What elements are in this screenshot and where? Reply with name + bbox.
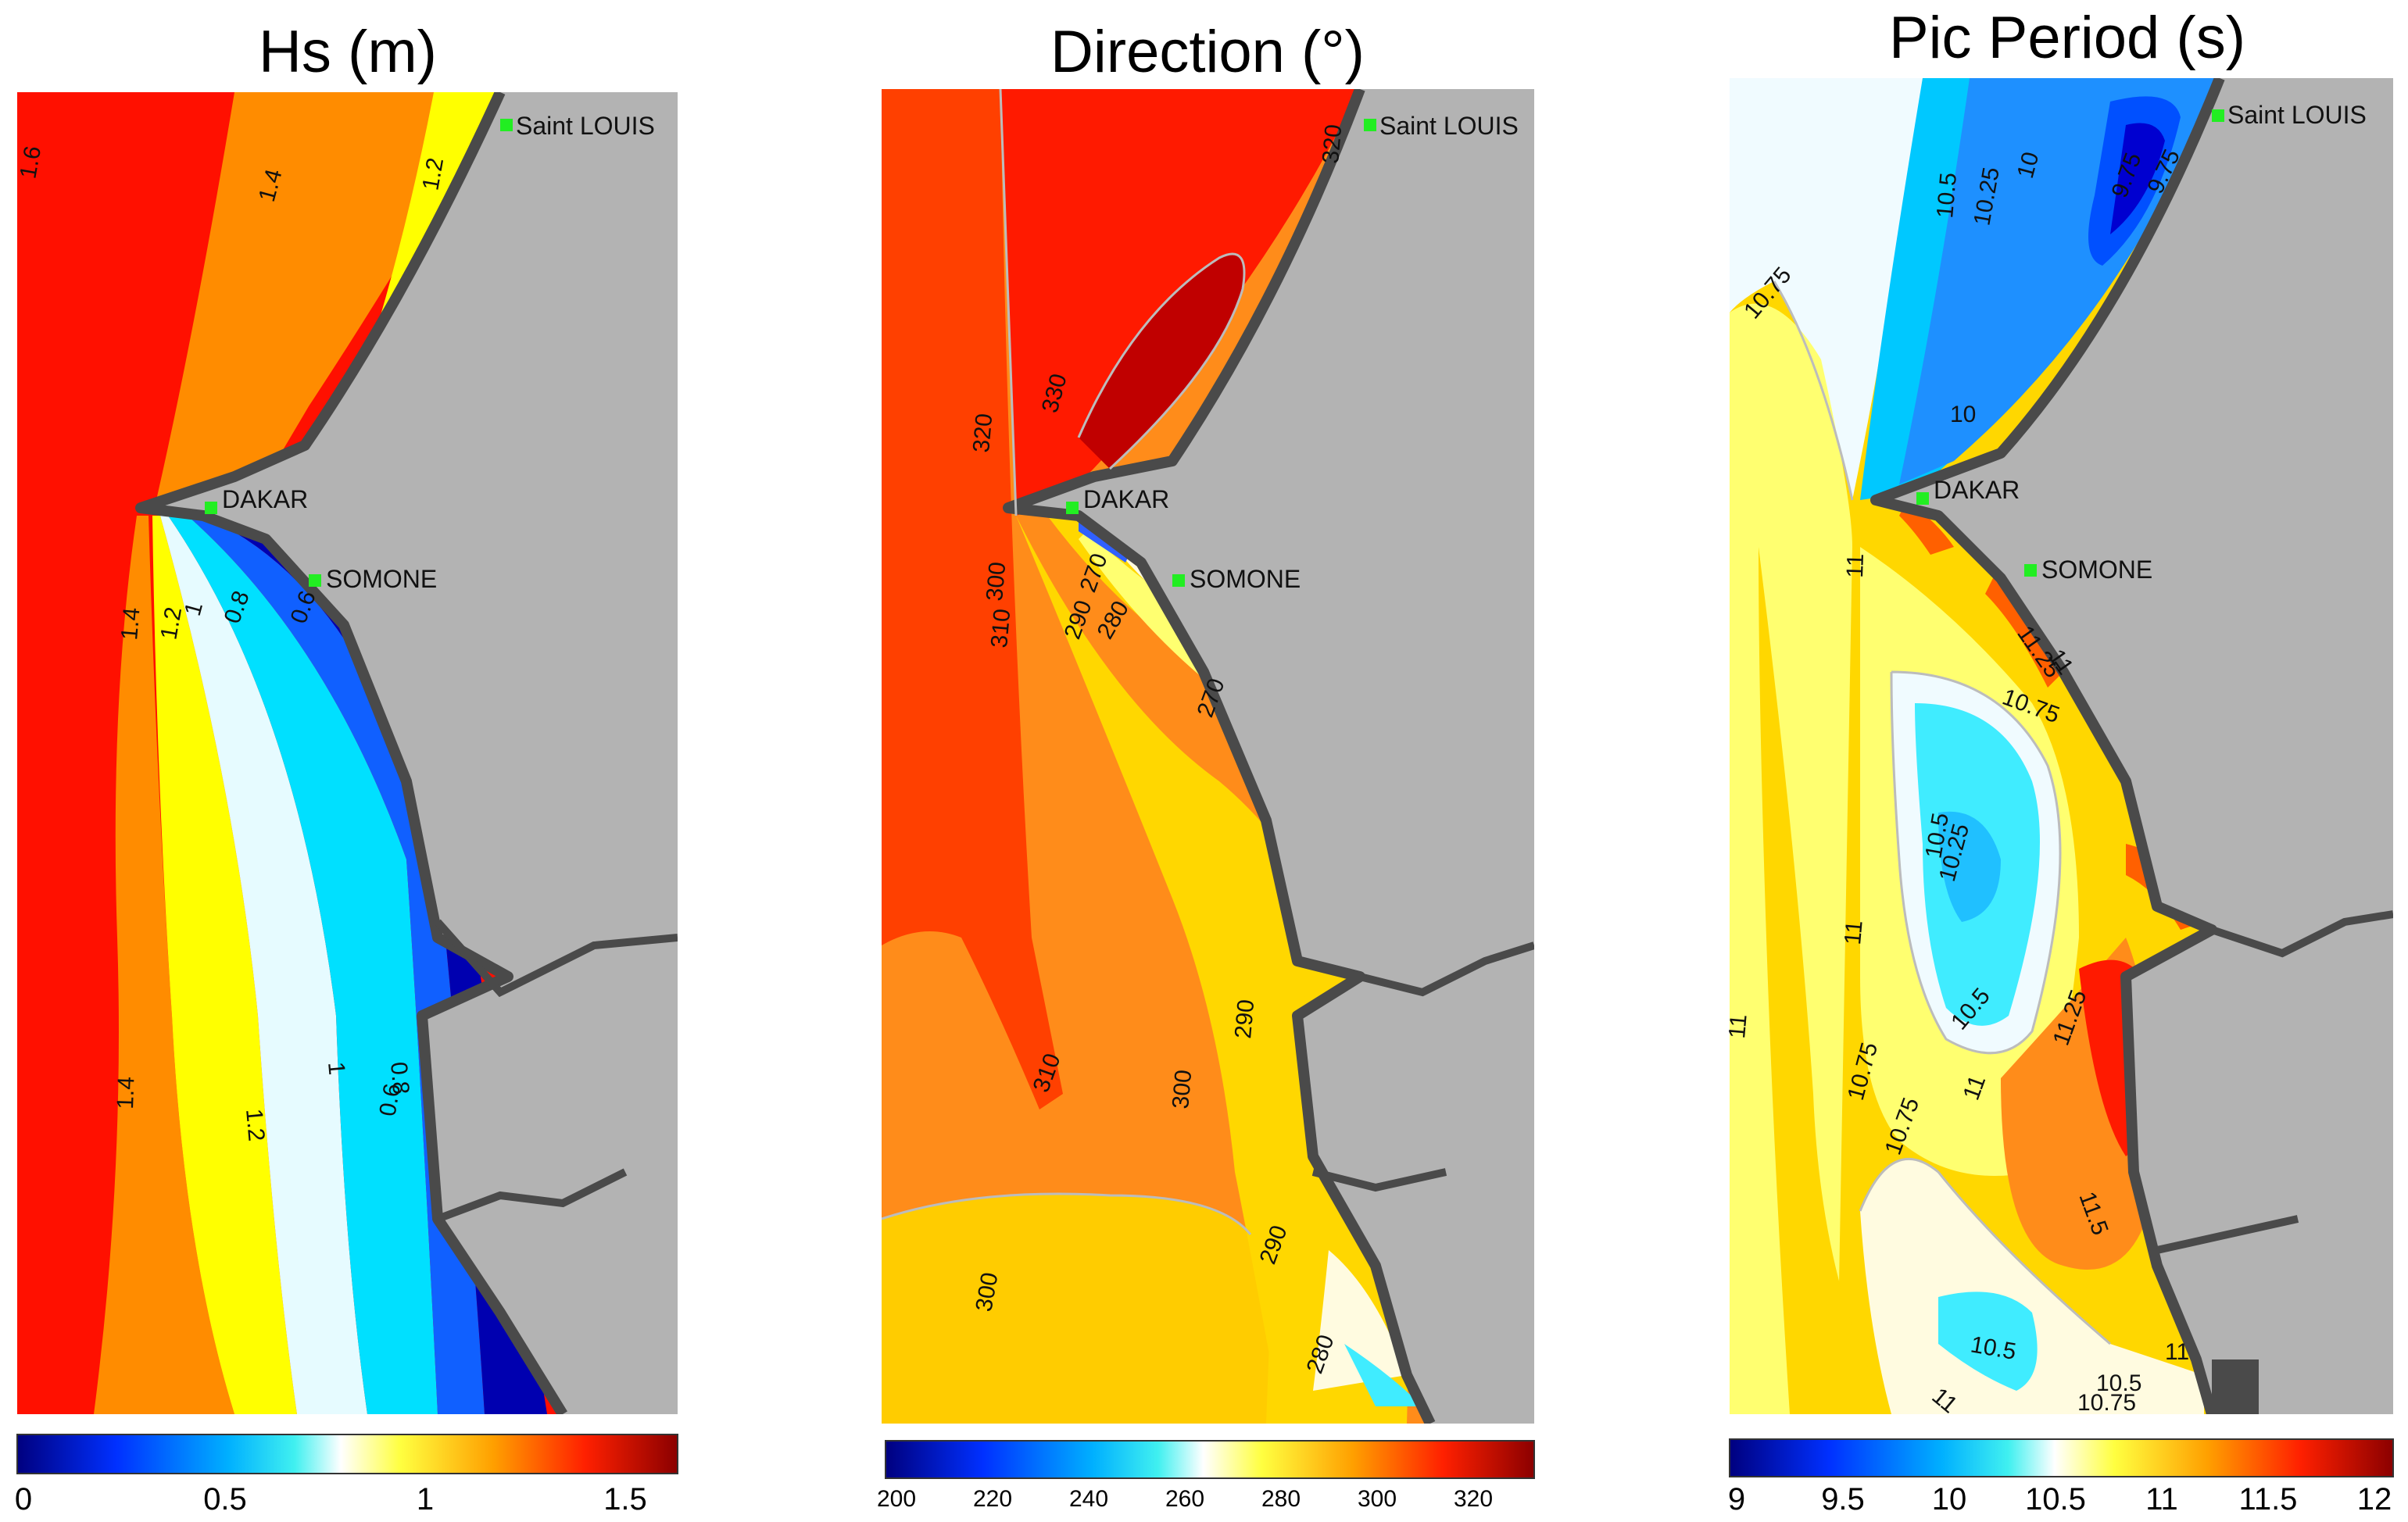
colorbar-tick: 9 [1728,1482,1745,1517]
colorbar-tick: 280 [1261,1486,1301,1512]
colorbar-tick: 1.5 [603,1482,647,1517]
colorbar-tick: 320 [1454,1486,1493,1512]
svg-text:SOMONE: SOMONE [2041,556,2152,584]
svg-text:1: 1 [323,1061,349,1077]
map-hs [17,92,678,1414]
svg-text:Saint LOUIS: Saint LOUIS [516,112,655,140]
panel-period: Pic Period (s) [1724,5,2394,1517]
svg-text:1.2: 1.2 [156,605,187,641]
place-somone: SOMONE [2024,556,2152,584]
colorbar-tick: 220 [973,1486,1012,1512]
place-saint-louis: Saint LOUIS [500,112,655,140]
svg-text:320: 320 [1318,123,1347,165]
svg-text:290: 290 [1230,999,1259,1040]
colorbar-tick: 10.5 [2025,1482,2086,1517]
svg-text:11: 11 [1724,1013,1752,1040]
panel-title: Pic Period (s) [1889,5,2245,71]
place-saint-louis: Saint LOUIS [2212,101,2367,129]
svg-text:1.4: 1.4 [113,1076,139,1109]
svg-text:0.6: 0.6 [374,1081,406,1118]
svg-text:DAKAR: DAKAR [1934,476,2020,504]
map-direction [882,89,1534,1424]
svg-text:SOMONE: SOMONE [326,565,437,593]
place-saint-louis: Saint LOUIS [1364,112,1519,140]
colorbar-tick: 260 [1165,1486,1204,1512]
svg-text:DAKAR: DAKAR [222,485,308,513]
svg-text:0.8: 0.8 [385,1061,414,1095]
colorbar-direction: 200 220 240 260 280 300 320 [877,1440,1535,1512]
place-dakar: DAKAR [205,485,308,514]
svg-text:11: 11 [1842,553,1869,578]
svg-text:320: 320 [968,413,997,454]
colorbar-ticks: 200 220 240 260 280 300 320 [877,1486,1493,1512]
panel-direction: Direction (°) Sain [877,19,1535,1512]
svg-text:DAKAR: DAKAR [1083,485,1169,513]
colorbar-tick: 0 [15,1482,32,1517]
colorbar-tick: 1 [417,1482,434,1517]
svg-text:SOMONE: SOMONE [1190,565,1301,593]
colorbar-tick: 11 [2145,1482,2178,1517]
svg-text:10.75: 10.75 [2077,1390,2136,1416]
svg-text:1.2: 1.2 [417,155,449,192]
colorbar-hs: 0 0.5 1 1.5 [15,1434,678,1517]
place-somone: SOMONE [309,565,437,593]
map-period [1730,78,2393,1414]
svg-text:300: 300 [1168,1069,1197,1110]
svg-text:Saint LOUIS: Saint LOUIS [1379,112,1519,140]
colorbar-tick: 11.5 [2239,1482,2298,1517]
colorbar-tick: 10 [1932,1482,1967,1517]
svg-text:1.2: 1.2 [241,1108,270,1142]
svg-text:10.5: 10.5 [2096,1370,2141,1396]
svg-text:310: 310 [986,608,1015,649]
colorbar-tick: 12 [2357,1482,2392,1517]
panel-hs: Hs (m) Saint LOUIS DAKAR [15,19,678,1517]
colorbar-tick: 0.5 [203,1482,247,1517]
colorbar-ticks: 9 9.5 10 10.5 11 11.5 12 [1728,1482,2392,1517]
panel-title: Direction (°) [1050,19,1365,85]
svg-text:Saint LOUIS: Saint LOUIS [2227,101,2367,129]
svg-text:11: 11 [1840,920,1868,946]
svg-text:10.5: 10.5 [1932,172,1962,220]
colorbar-tick: 9.5 [1821,1482,1865,1517]
colorbar-period: 9 9.5 10 10.5 11 11.5 12 [1728,1438,2394,1517]
svg-text:10: 10 [1950,402,1976,427]
place-dakar: DAKAR [1916,476,2020,505]
svg-text:1.4: 1.4 [116,606,145,641]
colorbar-tick: 300 [1358,1486,1397,1512]
colorbar-tick: 240 [1069,1486,1108,1512]
panel-title: Hs (m) [259,19,437,85]
place-dakar: DAKAR [1066,485,1169,514]
svg-text:1.6: 1.6 [15,144,46,180]
colorbar-tick: 200 [877,1486,916,1512]
colorbar-ticks: 0 0.5 1 1.5 [15,1482,647,1517]
svg-text:300: 300 [982,561,1011,602]
place-somone: SOMONE [1172,565,1301,593]
svg-text:11: 11 [2165,1339,2189,1365]
